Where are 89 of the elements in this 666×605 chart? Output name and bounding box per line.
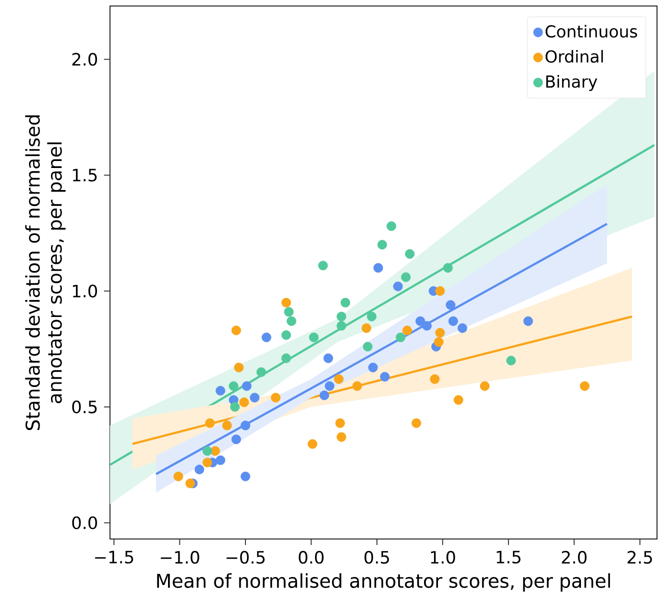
point — [380, 372, 390, 382]
point — [386, 221, 396, 231]
x-tick-label: 0.5 — [364, 550, 389, 564]
point — [231, 434, 242, 444]
point — [368, 362, 378, 372]
point — [334, 374, 344, 384]
point — [242, 381, 252, 391]
point — [231, 326, 242, 336]
y-tick-label: 0.0 — [72, 516, 98, 530]
point — [412, 418, 422, 428]
legend-label: Binary — [546, 75, 598, 91]
y-tick-label: 1.5 — [72, 168, 97, 182]
point — [335, 418, 345, 428]
point — [336, 320, 346, 331]
point — [262, 332, 272, 342]
legend-label: Ordinal — [546, 50, 603, 63]
point — [401, 272, 411, 282]
x-tick-label: −1.0 — [160, 550, 200, 564]
point — [443, 263, 453, 273]
x-tick-label: 2.5 — [628, 550, 652, 564]
point — [405, 249, 415, 259]
point — [362, 342, 373, 352]
point — [373, 263, 384, 273]
point — [352, 381, 362, 391]
point — [216, 455, 226, 466]
x-axis-title: Mean of normalised annotator scores, per panel — [157, 573, 610, 592]
point — [281, 353, 291, 364]
point — [174, 472, 184, 482]
point — [323, 353, 334, 364]
point — [222, 420, 232, 430]
y-tick-label: 0.5 — [72, 400, 97, 414]
point — [308, 439, 318, 449]
y-tick-label: 1.0 — [72, 284, 98, 298]
point — [506, 356, 516, 366]
point — [240, 472, 250, 482]
point — [270, 392, 280, 402]
point — [194, 464, 204, 474]
legend-label: Continuous — [546, 24, 638, 38]
point — [366, 312, 376, 322]
point — [523, 316, 533, 326]
point — [402, 326, 412, 336]
point — [250, 392, 260, 402]
x-tick-label: 1.0 — [431, 550, 456, 564]
point — [448, 316, 458, 326]
y-axis-title: Standard deviation of normalised annotator scores, per panel — [25, 115, 66, 430]
point — [230, 402, 240, 412]
point — [240, 420, 250, 430]
point — [324, 381, 334, 391]
x-tick-label: 1.5 — [496, 550, 520, 564]
point — [185, 478, 196, 488]
x-tick-label: 0.0 — [298, 550, 324, 564]
point — [318, 260, 328, 270]
point — [281, 330, 291, 340]
point — [480, 381, 490, 391]
point — [430, 374, 440, 384]
point — [228, 381, 238, 391]
point — [239, 397, 249, 408]
point — [336, 432, 346, 442]
point — [234, 362, 244, 372]
point — [393, 282, 403, 292]
point — [336, 312, 346, 322]
point — [435, 328, 445, 338]
point — [202, 446, 212, 456]
point — [377, 240, 387, 250]
point — [216, 386, 226, 396]
point — [458, 323, 468, 333]
point — [340, 298, 350, 308]
point — [210, 446, 220, 456]
x-tick-label: −0.5 — [226, 550, 265, 564]
point — [205, 418, 215, 428]
point — [446, 300, 456, 310]
point — [286, 316, 296, 326]
point — [396, 332, 406, 342]
x-tick-label: 2.0 — [562, 550, 587, 564]
point — [362, 323, 372, 333]
point — [580, 381, 590, 391]
point — [454, 395, 464, 405]
point — [281, 298, 291, 308]
y-tick-label: 2.0 — [72, 52, 98, 66]
point — [416, 316, 426, 326]
point — [284, 307, 294, 317]
point — [435, 286, 445, 296]
point — [422, 320, 432, 331]
point — [309, 332, 319, 342]
point — [320, 390, 330, 400]
point — [202, 458, 212, 468]
point — [434, 337, 444, 347]
point — [256, 367, 266, 377]
x-tick-label: −1.5 — [95, 550, 134, 564]
